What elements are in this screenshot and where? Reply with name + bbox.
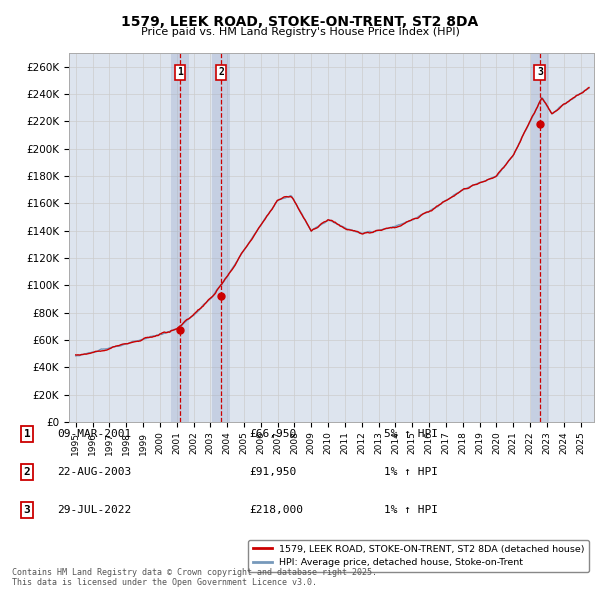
Text: £218,000: £218,000 xyxy=(249,506,303,515)
Legend: 1579, LEEK ROAD, STOKE-ON-TRENT, ST2 8DA (detached house), HPI: Average price, d: 1579, LEEK ROAD, STOKE-ON-TRENT, ST2 8DA… xyxy=(248,540,589,572)
Text: 5% ↑ HPI: 5% ↑ HPI xyxy=(384,429,438,438)
Text: Price paid vs. HM Land Registry's House Price Index (HPI): Price paid vs. HM Land Registry's House … xyxy=(140,27,460,37)
Text: 2: 2 xyxy=(218,67,224,77)
Text: 3: 3 xyxy=(537,67,543,77)
Text: 2: 2 xyxy=(23,467,31,477)
Text: 1: 1 xyxy=(23,429,31,438)
Text: 1% ↑ HPI: 1% ↑ HPI xyxy=(384,506,438,515)
Bar xyxy=(212,53,230,422)
Text: 1: 1 xyxy=(177,67,183,77)
Text: Contains HM Land Registry data © Crown copyright and database right 2025.
This d: Contains HM Land Registry data © Crown c… xyxy=(12,568,377,587)
Text: £91,950: £91,950 xyxy=(249,467,296,477)
Bar xyxy=(530,53,549,422)
Text: 1579, LEEK ROAD, STOKE-ON-TRENT, ST2 8DA: 1579, LEEK ROAD, STOKE-ON-TRENT, ST2 8DA xyxy=(121,15,479,30)
Text: 22-AUG-2003: 22-AUG-2003 xyxy=(57,467,131,477)
Text: 3: 3 xyxy=(23,506,31,515)
Bar xyxy=(170,53,189,422)
Text: 1% ↑ HPI: 1% ↑ HPI xyxy=(384,467,438,477)
Text: £66,950: £66,950 xyxy=(249,429,296,438)
Text: 09-MAR-2001: 09-MAR-2001 xyxy=(57,429,131,438)
Text: 29-JUL-2022: 29-JUL-2022 xyxy=(57,506,131,515)
